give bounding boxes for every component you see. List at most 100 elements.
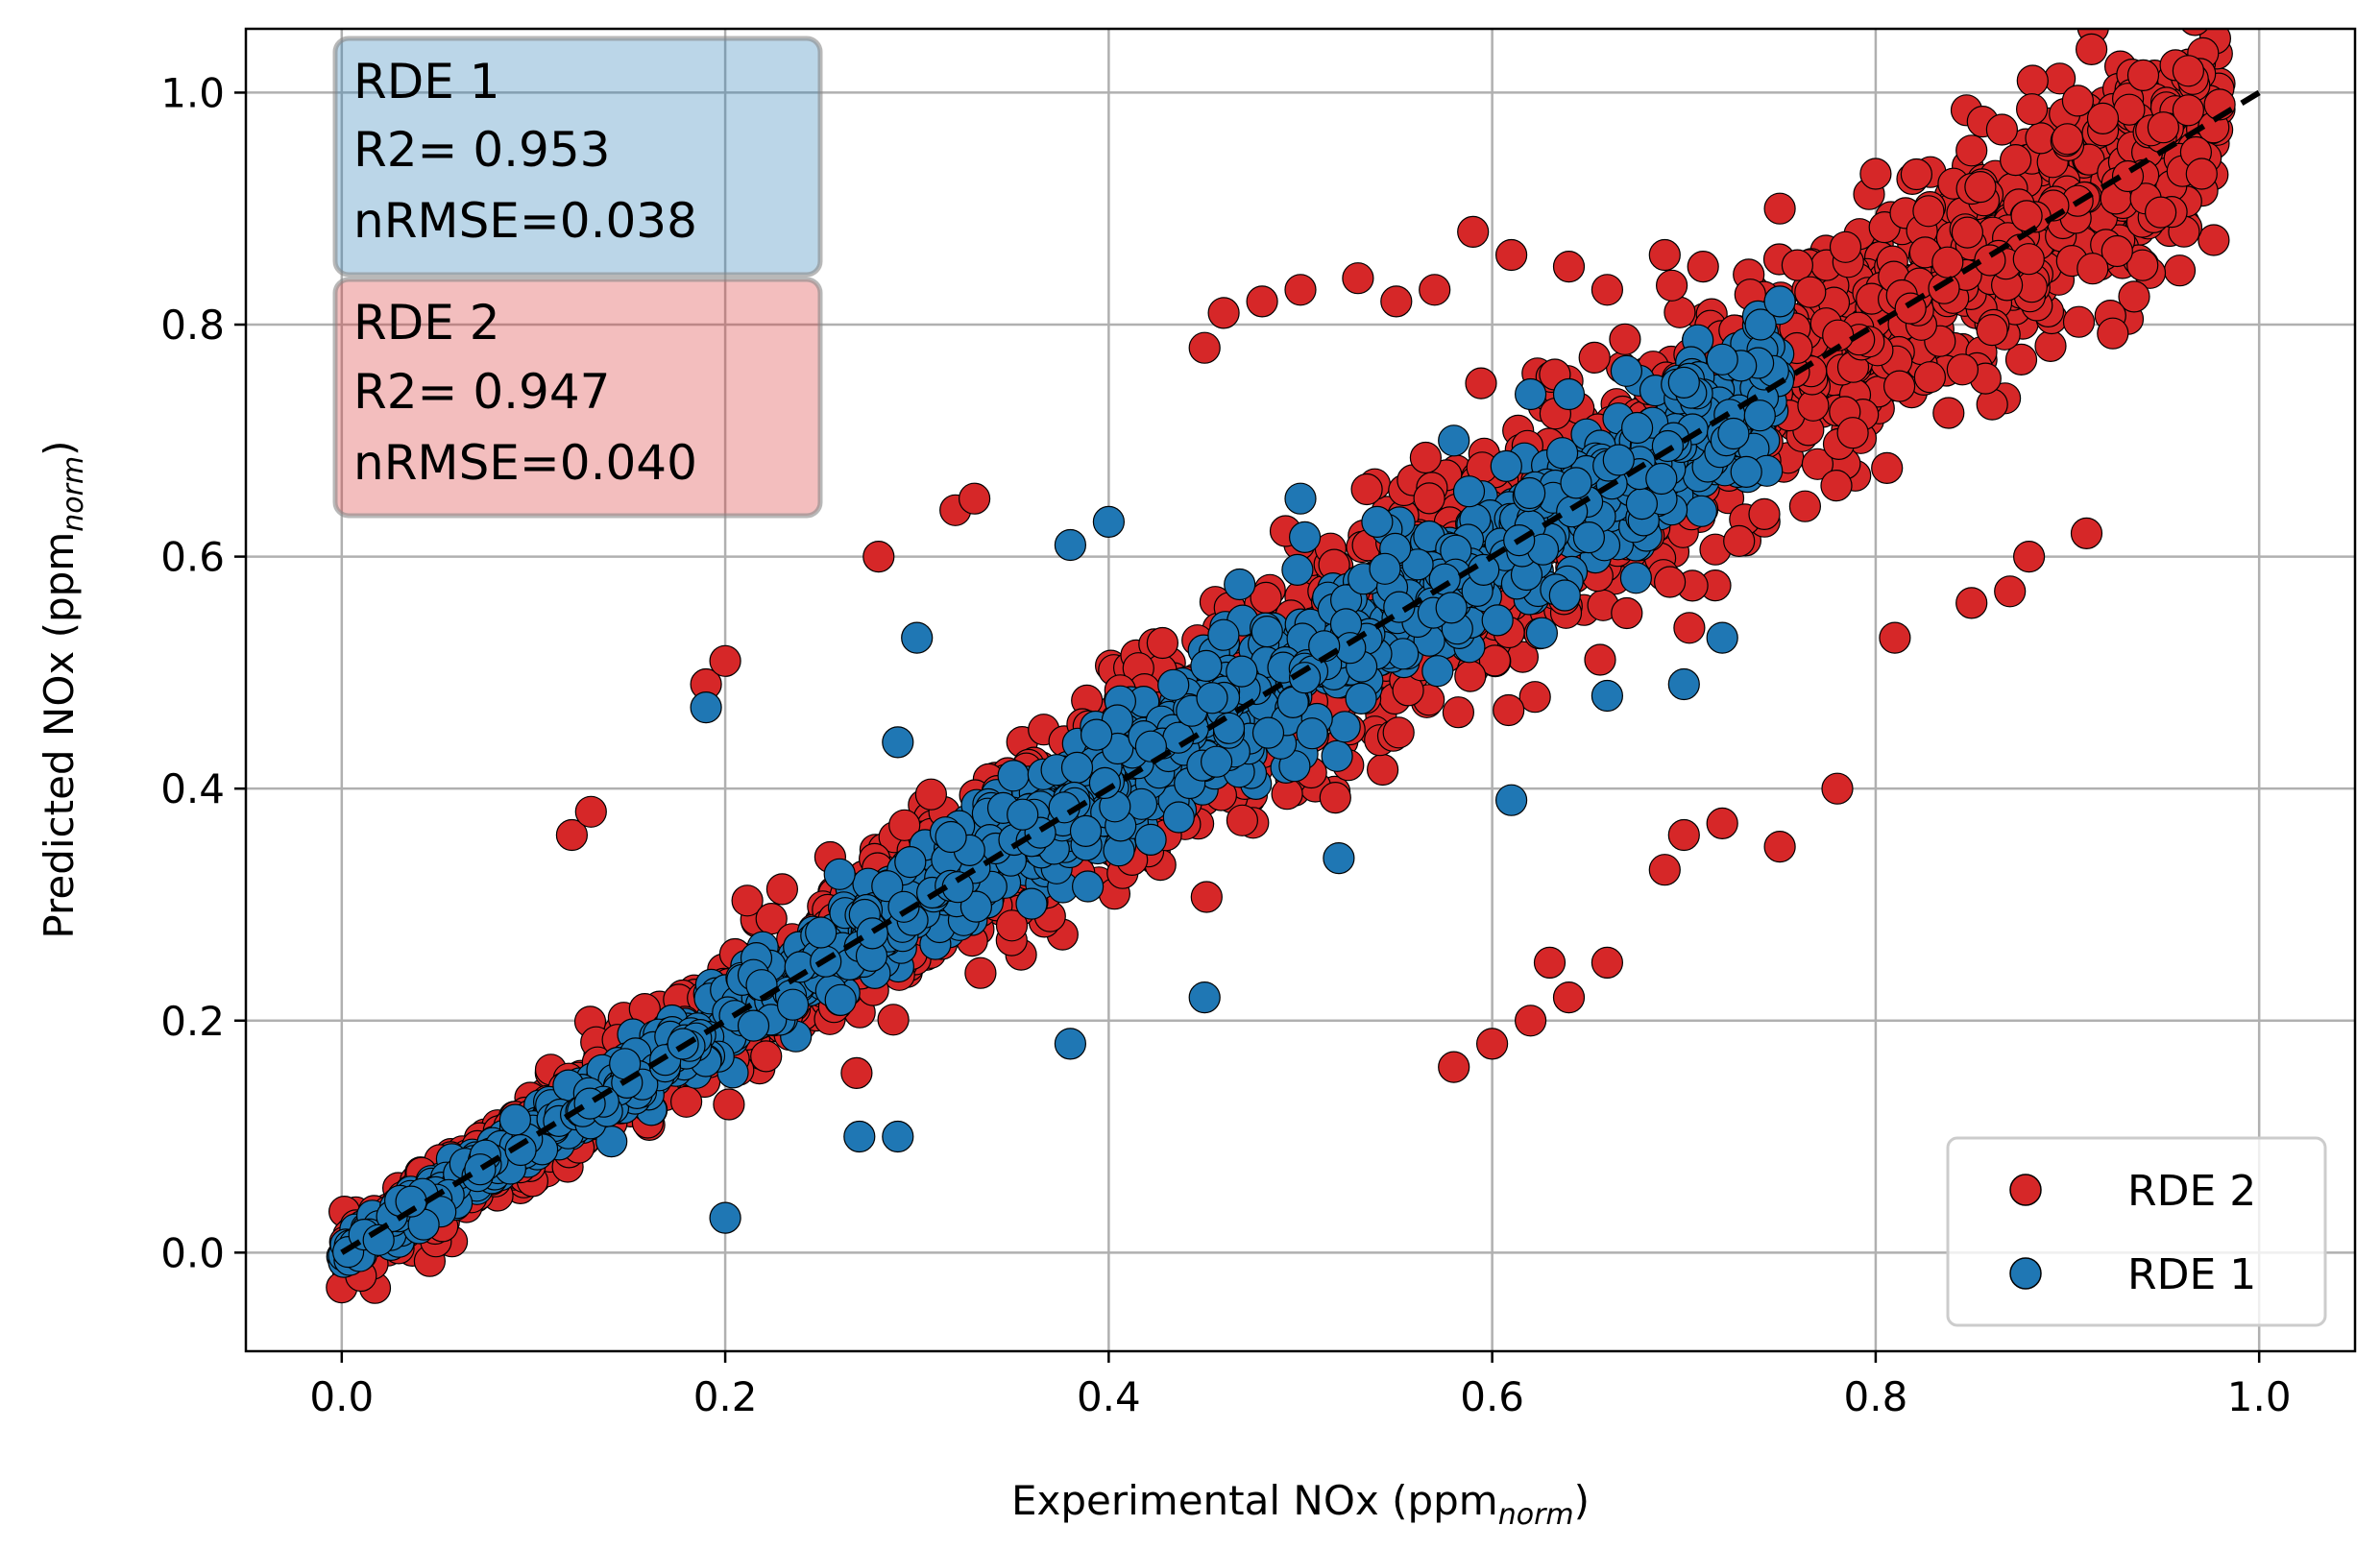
data-point (1673, 612, 1706, 644)
data-point (1419, 274, 1451, 306)
data-point (1871, 451, 1904, 484)
legend: RDE 2 RDE 1 (1946, 1136, 2327, 1327)
data-point (1518, 681, 1551, 714)
data-point (840, 1056, 873, 1090)
data-point (1730, 455, 1762, 488)
y-tick-label: 0.0 (160, 1229, 225, 1276)
data-point (2076, 253, 2109, 285)
data-point (1525, 617, 1559, 649)
data-point (776, 988, 810, 1021)
legend-marker-rde2 (2009, 1174, 2042, 1206)
data-point (713, 1088, 745, 1121)
data-point (1743, 400, 1776, 432)
data-point (1578, 341, 1611, 374)
data-point (1413, 482, 1445, 515)
data-point (1007, 798, 1039, 831)
data-point (862, 540, 895, 573)
axes-frame (244, 27, 2357, 1353)
data-point (1442, 696, 1475, 729)
data-point (1706, 343, 1738, 375)
data-point (1912, 195, 1945, 228)
data-point (1955, 134, 1988, 167)
data-point (2051, 123, 2084, 156)
data-point (888, 809, 921, 841)
data-point (1552, 251, 1586, 283)
x-tick-label: 0.2 (693, 1373, 758, 1420)
data-point (750, 1040, 783, 1073)
data-point (709, 644, 741, 677)
data-point (1409, 441, 1443, 474)
data-point (1836, 417, 1869, 449)
data-point (1706, 807, 1738, 840)
y-tick-label: 0.8 (160, 302, 225, 349)
data-point (464, 1153, 497, 1186)
x-tick-label: 0.0 (309, 1373, 374, 1420)
data-point (1976, 314, 2008, 347)
data-point (1288, 662, 1322, 694)
data-point (1382, 716, 1415, 749)
legend-marker-rde1 (2009, 1257, 2042, 1290)
data-point (1251, 716, 1285, 749)
data-point (1545, 437, 1579, 470)
data-point (1328, 711, 1361, 743)
data-point (1438, 424, 1470, 457)
stats-rde1-r2: R2= 0.953 (353, 122, 610, 178)
data-point (1071, 870, 1105, 903)
data-point (1821, 772, 1854, 805)
stats-rde1-title: RDE 1 (353, 54, 500, 109)
data-point (2016, 64, 2049, 97)
y-tick-label: 0.2 (160, 998, 225, 1045)
data-point (1584, 643, 1616, 676)
data-point (882, 1120, 914, 1153)
data-point (1069, 814, 1103, 848)
data-point (1955, 587, 1988, 619)
data-point (1134, 730, 1168, 763)
data-point (1763, 830, 1796, 863)
data-point (1552, 377, 1586, 411)
x-tick-label: 0.8 (1844, 1373, 1908, 1420)
data-point (1610, 354, 1643, 387)
data-point (995, 909, 1029, 942)
data-point (2062, 305, 2096, 338)
data-point (1859, 157, 1892, 190)
data-point (1226, 655, 1258, 688)
data-point (737, 1009, 770, 1042)
data-point (2034, 329, 2067, 362)
data-point (1913, 361, 1947, 394)
data-point (498, 1103, 532, 1136)
data-point (1723, 524, 1756, 558)
data-point (2198, 224, 2230, 256)
data-point (1212, 712, 1246, 744)
data-point (2061, 85, 2094, 117)
data-point (1801, 448, 1834, 480)
data-point (1162, 801, 1195, 834)
data-point (1611, 596, 1643, 630)
data-point (2126, 59, 2160, 92)
legend-frame (1946, 1136, 2327, 1327)
data-point (1655, 269, 1688, 302)
data-point (1380, 285, 1413, 318)
x-tick-label: 1.0 (2227, 1373, 2292, 1420)
data-point (1207, 297, 1240, 329)
data-point (2185, 157, 2218, 190)
data-point (1985, 113, 2018, 146)
data-point (1481, 604, 1514, 637)
data-point (1494, 784, 1528, 816)
data-point (1820, 470, 1853, 502)
data-point (901, 621, 934, 654)
data-point (1207, 618, 1240, 651)
data-point (959, 890, 993, 923)
reference-line (340, 89, 2261, 1255)
data-point (2181, 29, 2209, 36)
data-point (2126, 249, 2159, 281)
data-point (1054, 528, 1087, 562)
data-point (1060, 751, 1094, 785)
data-point (894, 845, 927, 879)
data-point (1345, 682, 1377, 715)
data-point (1146, 626, 1179, 660)
data-point (914, 778, 948, 811)
data-point (2076, 33, 2108, 66)
y-axis-label: Predicted NOx (ppmnorm) (36, 440, 90, 938)
stats-box-rde2: RDE 2 R2= 0.947 nRMSE=0.040 (332, 277, 823, 519)
